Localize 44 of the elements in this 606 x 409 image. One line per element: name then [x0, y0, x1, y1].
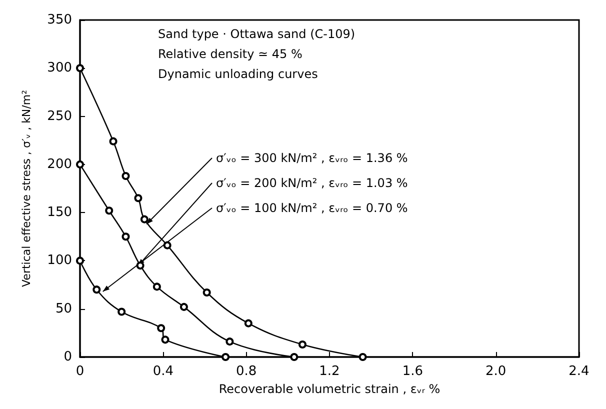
point: [202, 288, 211, 296]
annotation: Dynamic unloading curves: [158, 67, 318, 81]
point: [157, 324, 166, 332]
point: [118, 308, 126, 316]
x-axis-title: Recoverable volumetric strain , εᵥᵣ %: [218, 382, 440, 396]
y-tick-label: 350: [47, 12, 72, 28]
x-tick-label: 0.8: [236, 364, 257, 379]
annotation: Relative density ≃ 45 %: [158, 47, 302, 61]
y-tick-label: 250: [47, 108, 72, 124]
point: [134, 194, 142, 202]
y-tick-label: 50: [55, 301, 72, 316]
point: [136, 262, 144, 270]
y-tick-label: 0: [64, 350, 72, 364]
x-tick-label: 0.4: [152, 364, 174, 379]
annotation: σ′ᵥₒ = 200 kN/m² , εᵥᵣₒ = 1.03 %: [216, 176, 408, 190]
y-tick-label: 100: [47, 253, 72, 268]
point: [161, 336, 170, 344]
point: [152, 282, 161, 291]
point: [122, 172, 130, 180]
annotation: σ′ᵥₒ = 100 kN/m² , εᵥᵣₒ = 0.70 %: [216, 201, 408, 215]
point: [105, 206, 114, 215]
point: [163, 241, 172, 250]
point: [109, 137, 118, 146]
x-tick-label: 2.0: [485, 364, 506, 379]
point: [226, 338, 234, 346]
point: [222, 353, 230, 361]
annotation: σ′ᵥₒ = 300 kN/m² , εᵥᵣₒ = 1.36 %: [216, 151, 408, 165]
point: [180, 302, 188, 311]
annotation: Sand type · Ottawa sand (C-109): [158, 27, 356, 41]
x-tick-label: 1.2: [319, 364, 340, 379]
point: [244, 319, 252, 328]
point: [140, 215, 148, 224]
point: [122, 232, 130, 241]
y-tick-label: 300: [47, 60, 72, 76]
point: [290, 353, 298, 361]
y-axis-title: Vertical effective stress , σ′ᵥ , kN/m²: [20, 90, 33, 287]
x-tick-label: 1.6: [402, 364, 424, 379]
x-tick-label: 0: [76, 364, 84, 379]
y-tick-label: 200: [47, 156, 72, 172]
point: [298, 340, 306, 348]
point: [92, 286, 101, 294]
y-tick-label: 150: [47, 205, 72, 220]
x-tick-label: 2.4: [568, 364, 590, 379]
point: [358, 353, 367, 361]
